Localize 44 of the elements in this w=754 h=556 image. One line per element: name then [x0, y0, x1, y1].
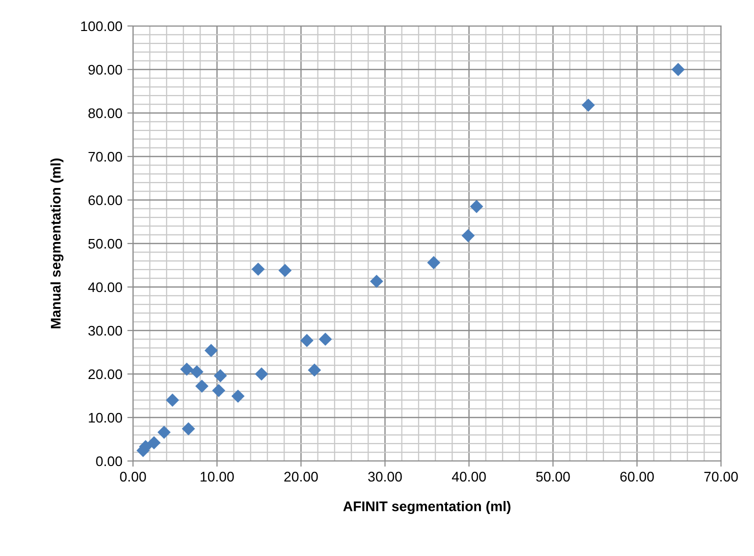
point [252, 262, 265, 276]
x-tick-label: 70.00 [704, 472, 738, 482]
point [147, 436, 161, 450]
y-tick-label: 20.00 [88, 369, 122, 380]
x-tick-label: 40.00 [452, 472, 486, 482]
point [370, 274, 384, 288]
point [318, 332, 332, 346]
point [190, 365, 204, 378]
point [278, 264, 292, 278]
y-tick-label: 0.00 [96, 456, 122, 466]
point [254, 367, 268, 381]
point [204, 344, 218, 358]
x-tick-label: 10.00 [200, 472, 234, 482]
y-tick-label: 70.00 [88, 152, 122, 162]
point [166, 394, 180, 407]
y-tick-label: 100.00 [81, 21, 122, 32]
x-tick-label: 60.00 [620, 472, 654, 482]
x-tick-label: 30.00 [368, 472, 402, 482]
x-tick-label: 50.00 [536, 472, 570, 482]
x-tick-label: 20.00 [284, 472, 318, 482]
y-axis-title: Manual segmentation (ml) [50, 158, 64, 328]
y-tick-label: 30.00 [88, 326, 122, 336]
point [672, 62, 685, 76]
point [214, 369, 227, 382]
point [212, 384, 226, 398]
y-tick-label: 90.00 [88, 64, 122, 75]
point [582, 98, 595, 112]
point [470, 200, 484, 214]
point [182, 422, 196, 436]
point [427, 256, 440, 270]
y-tick-label: 10.00 [88, 412, 122, 423]
y-tick-label: 80.00 [88, 108, 122, 118]
y-tick-label: 40.00 [88, 282, 122, 292]
point [462, 229, 475, 242]
point [231, 390, 245, 403]
x-axis-title: AFINIT segmentation (ml) [343, 501, 510, 514]
point [300, 334, 314, 348]
point [308, 363, 322, 377]
point [180, 362, 194, 376]
point [157, 426, 171, 439]
x-tick-label: 0.00 [120, 472, 146, 482]
y-tick-label: 50.00 [88, 238, 122, 249]
y-tick-label: 60.00 [88, 195, 122, 206]
point [195, 380, 208, 393]
